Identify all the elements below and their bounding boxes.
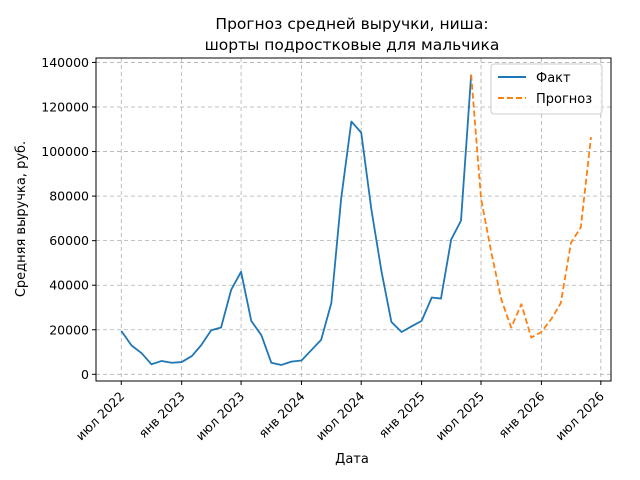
grid bbox=[96, 58, 611, 381]
y-tick-label: 80000 bbox=[49, 189, 89, 204]
y-tick-label: 20000 bbox=[49, 322, 89, 337]
legend-label-forecast: Прогноз bbox=[536, 92, 592, 107]
y-tick-label: 60000 bbox=[49, 233, 89, 248]
plot-area-frame bbox=[95, 57, 612, 382]
chart-title-line-2: шорты подростковые для мальчика bbox=[205, 36, 500, 54]
legend: Факт Прогноз bbox=[490, 63, 603, 115]
x-axis-title: Дата bbox=[335, 452, 369, 467]
y-tick-label: 140000 bbox=[41, 55, 89, 70]
series-line-fact bbox=[120, 74, 473, 366]
legend-label-fact: Факт bbox=[536, 71, 571, 86]
y-tick-label: 120000 bbox=[41, 100, 89, 115]
y-axis-title: Средняя выручка, руб. bbox=[14, 141, 29, 297]
y-tick-label: 100000 bbox=[41, 144, 89, 159]
axes bbox=[95, 57, 612, 382]
y-tick-label: 0 bbox=[81, 367, 89, 382]
chart-title-line-1: Прогноз средней выручки, ниша: bbox=[215, 15, 488, 33]
y-tick-label: 40000 bbox=[49, 278, 89, 293]
series-layer bbox=[120, 74, 592, 366]
y-axis-ticks: 0 20000 40000 60000 80000 100000 120000 140000 bbox=[41, 55, 96, 382]
